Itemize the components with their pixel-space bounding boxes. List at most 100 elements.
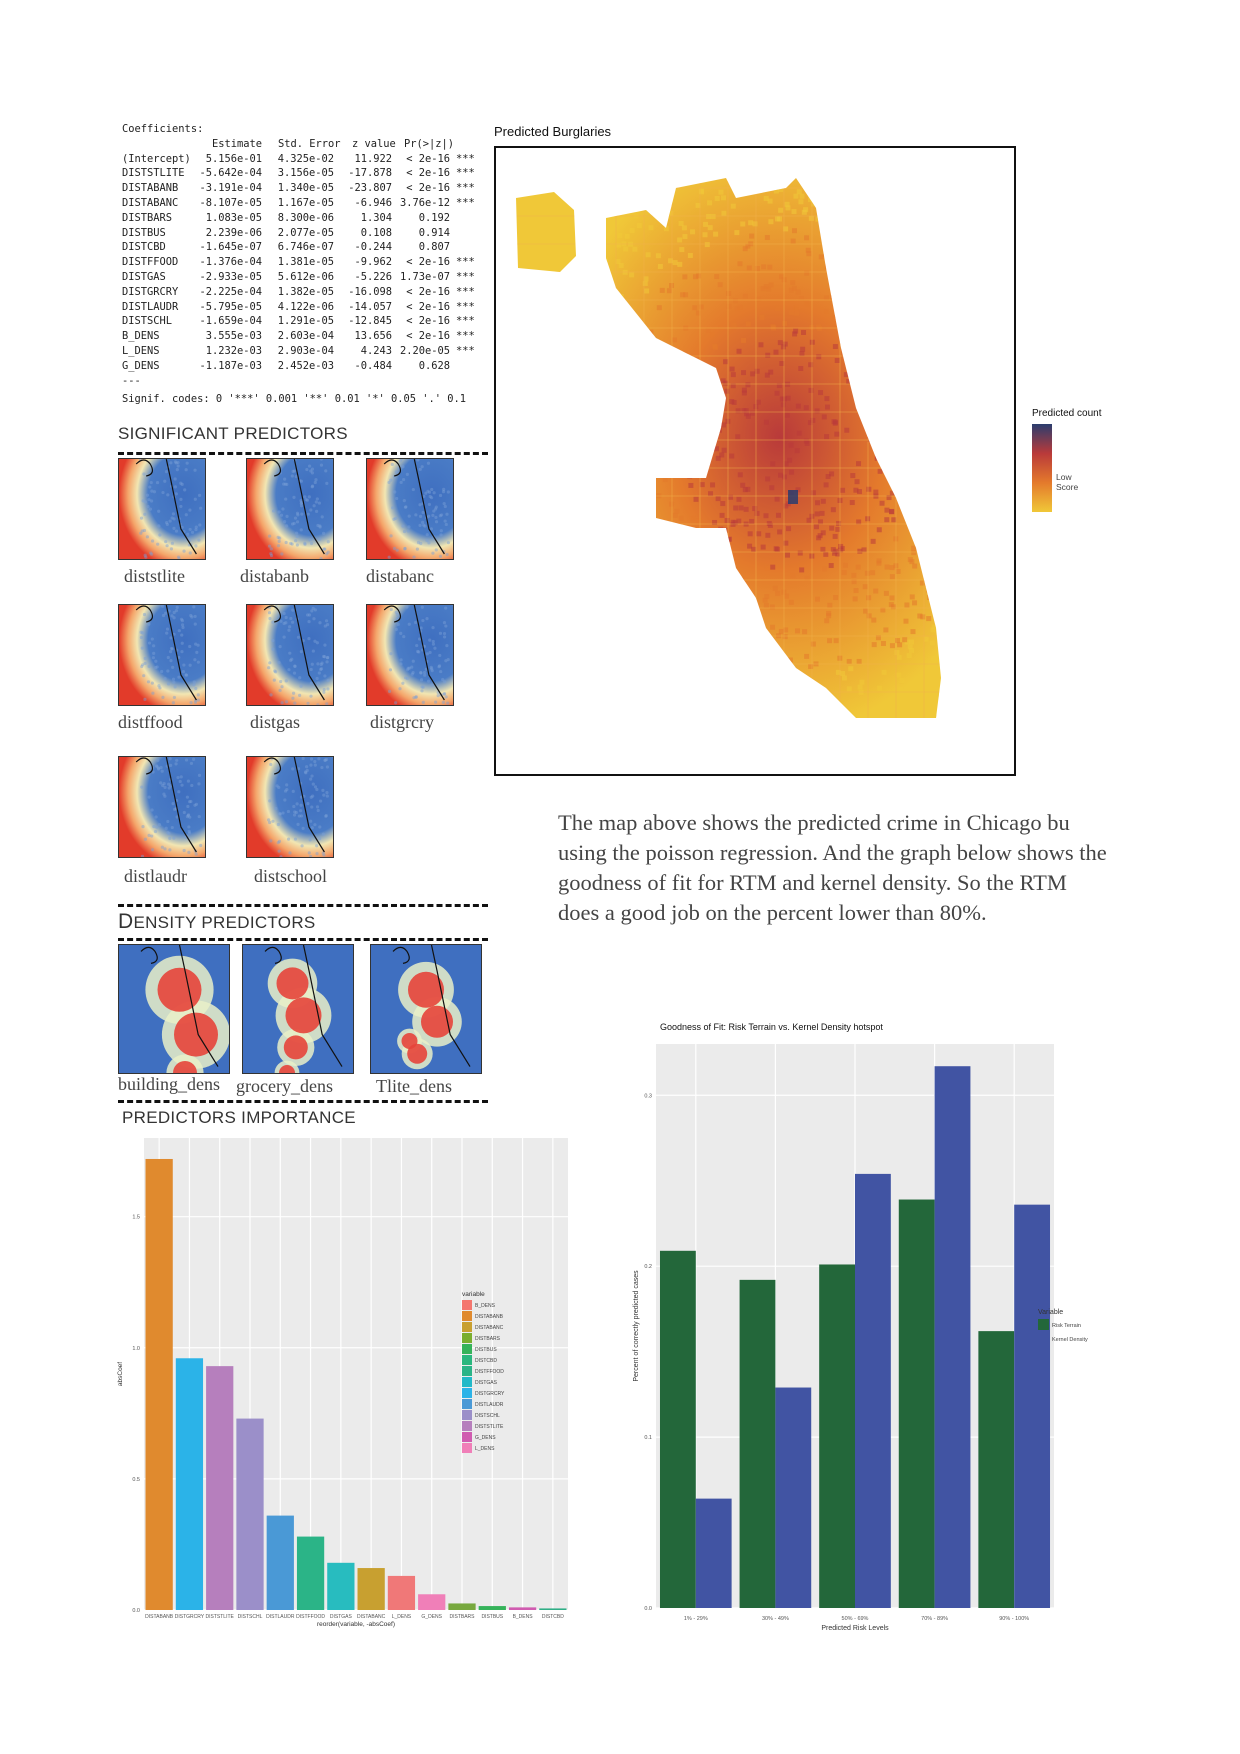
coef-cell-sig: ***	[456, 270, 475, 283]
col-pvalue: Pr(>|z|)	[404, 137, 455, 150]
gof-bar	[978, 1331, 1015, 1608]
coef-cell-sig: ***	[456, 196, 475, 209]
legend-label: Risk Terrain	[1052, 1323, 1081, 1329]
x-axis-label: reorder(variable, -absCoef)	[317, 1621, 395, 1628]
coef-cell-name: DISTSTLITE	[122, 167, 185, 180]
coef-cell-est: -3.191e-04	[199, 182, 262, 195]
legend-label: DISTABANC	[475, 1325, 504, 1331]
coef-cell-name: DISTBARS	[122, 211, 173, 224]
coef-cell-p: 0.914	[418, 226, 450, 239]
coef-cell-sig: ***	[456, 330, 475, 343]
legend-title: variable	[462, 1291, 485, 1298]
y-tick-label: 0.1	[644, 1435, 652, 1441]
predictor-map-thumbnail	[118, 756, 206, 858]
coef-cell-z: -9.962	[354, 256, 392, 269]
x-tick-label: G_DENS	[421, 1614, 442, 1620]
x-tick-label: DISTGAS	[330, 1614, 353, 1620]
description-paragraph: The map above shows the predicted crime …	[558, 810, 1107, 925]
legend-swatch	[1038, 1319, 1049, 1330]
coef-cell-se: 6.746e-07	[277, 241, 334, 254]
coef-cell-sig: ***	[456, 344, 475, 357]
map-frame	[494, 146, 1016, 776]
map-legend-title: Predicted count	[1032, 408, 1102, 419]
legend-swatch	[462, 1344, 472, 1354]
coef-cell-name: G_DENS	[122, 359, 160, 372]
predictor-map-label: building_dens	[118, 1074, 220, 1094]
coef-cell-p: < 2e-16	[406, 167, 450, 180]
y-axis-label: Percent of correctly predicted cases	[633, 1270, 640, 1382]
coef-cell-name: DISTGRCRY	[122, 285, 179, 298]
coef-row: DISTLAUDR -5.795e-05 4.122e-06 -14.057 < 2e-…	[122, 300, 492, 315]
coef-row: DISTSCHL -1.659e-04 1.291e-05 -12.845 < 2e-1…	[122, 314, 492, 329]
predictor-map-label: distgrcry	[370, 712, 434, 732]
signif-codes: Signif. codes: 0 '***' 0.001 '**' 0.01 '…	[122, 393, 467, 406]
y-tick-label: 0.5	[132, 1477, 140, 1483]
divider-dashed	[118, 904, 488, 907]
importance-bar	[478, 1606, 506, 1610]
gof-bar	[1014, 1204, 1051, 1608]
coef-cell-est: -2.225e-04	[199, 285, 262, 298]
coef-cell-se: 1.382e-05	[277, 285, 334, 298]
coef-cell-z: -0.244	[354, 241, 392, 254]
coef-cell-sig: ***	[456, 300, 475, 313]
coef-cell-sig: ***	[456, 152, 475, 165]
y-axis-label: absCoef	[117, 1362, 124, 1386]
legend-swatch	[462, 1399, 472, 1409]
coef-cell-z: -16.098	[348, 285, 392, 298]
x-tick-label: DISTABANB	[145, 1614, 174, 1620]
coef-row: DISTBARS 1.083e-05 8.300e-06 1.304 0.192	[122, 211, 492, 226]
predictor-map-thumbnail	[370, 944, 482, 1074]
gof-bar	[898, 1199, 935, 1608]
coef-header-text: Coefficients:	[122, 123, 204, 135]
gof-bar	[695, 1498, 732, 1608]
coef-cell-se: 4.325e-02	[277, 152, 334, 165]
coef-cell-p: < 2e-16	[406, 315, 450, 328]
predictor-map-thumbnail	[366, 458, 454, 560]
x-tick-label: 70% - 89%	[921, 1616, 948, 1622]
col-estimate: Estimate	[212, 137, 263, 150]
legend-swatch	[462, 1322, 472, 1332]
coef-cell-z: -23.807	[348, 182, 392, 195]
predictor-map-label: Tlite_dens	[376, 1076, 452, 1096]
legend-low: Low	[1056, 472, 1072, 482]
coef-cell-name: B_DENS	[122, 330, 160, 343]
coef-cell-p: < 2e-16	[406, 285, 450, 298]
predictor-map-label: diststlite	[124, 566, 186, 586]
coef-cell-sig: ***	[456, 182, 475, 195]
coef-row: DISTSTLITE -5.642e-04 3.156e-05 -17.878 < 2e…	[122, 166, 492, 181]
gof-bar	[934, 1066, 971, 1608]
coef-cell-name: DISTCBD	[122, 241, 166, 254]
importance-bar	[145, 1158, 173, 1610]
coef-cell-p: < 2e-16	[406, 300, 450, 313]
coef-cell-est: -1.645e-07	[199, 241, 262, 254]
predictor-map-label: distabanc	[366, 566, 434, 586]
coef-cell-sig: ***	[456, 256, 475, 269]
y-tick-label: 1.5	[132, 1215, 140, 1221]
coef-cell-z: -6.946	[354, 196, 392, 209]
coef-column-headers: Estimate Std. Error z value Pr(>|z|)	[122, 137, 492, 152]
coef-cell-est: 1.083e-05	[205, 211, 262, 224]
legend-label: DISTSCHL	[475, 1413, 500, 1419]
coef-cell-est: -5.795e-05	[199, 300, 262, 313]
importance-bar	[206, 1366, 234, 1610]
coef-row: B_DENS 3.555e-03 2.603e-04 13.656 < 2e-16 ***	[122, 329, 492, 344]
coef-row: DISTBUS 2.239e-06 2.077e-05 0.108 0.914	[122, 226, 492, 241]
importance-bar	[357, 1568, 385, 1610]
coef-row: G_DENS -1.187e-03 2.452e-03 -0.484 0.628	[122, 359, 492, 374]
legend-swatch	[462, 1377, 472, 1387]
coef-cell-se: 4.122e-06	[277, 300, 334, 313]
predictor-map-label: distgas	[250, 712, 301, 732]
predictor-map-label: grocery_dens	[236, 1076, 333, 1096]
coef-cell-se: 2.903e-04	[277, 344, 334, 357]
x-tick-label: B_DENS	[513, 1614, 534, 1620]
legend-label: B_DENS	[475, 1303, 496, 1309]
x-tick-label: DISTLAUDR	[266, 1614, 295, 1620]
coef-cell-name: DISTABANB	[122, 182, 179, 195]
x-tick-label: L_DENS	[392, 1614, 412, 1620]
coef-cell-z: -5.226	[354, 270, 392, 283]
legend-label: DISTGAS	[475, 1380, 498, 1386]
x-tick-label: 1% - 29%	[684, 1616, 708, 1622]
coef-cell-z: -17.878	[348, 167, 392, 180]
coef-cell-se: 5.612e-06	[277, 270, 334, 283]
separator-text: ---	[122, 374, 141, 387]
